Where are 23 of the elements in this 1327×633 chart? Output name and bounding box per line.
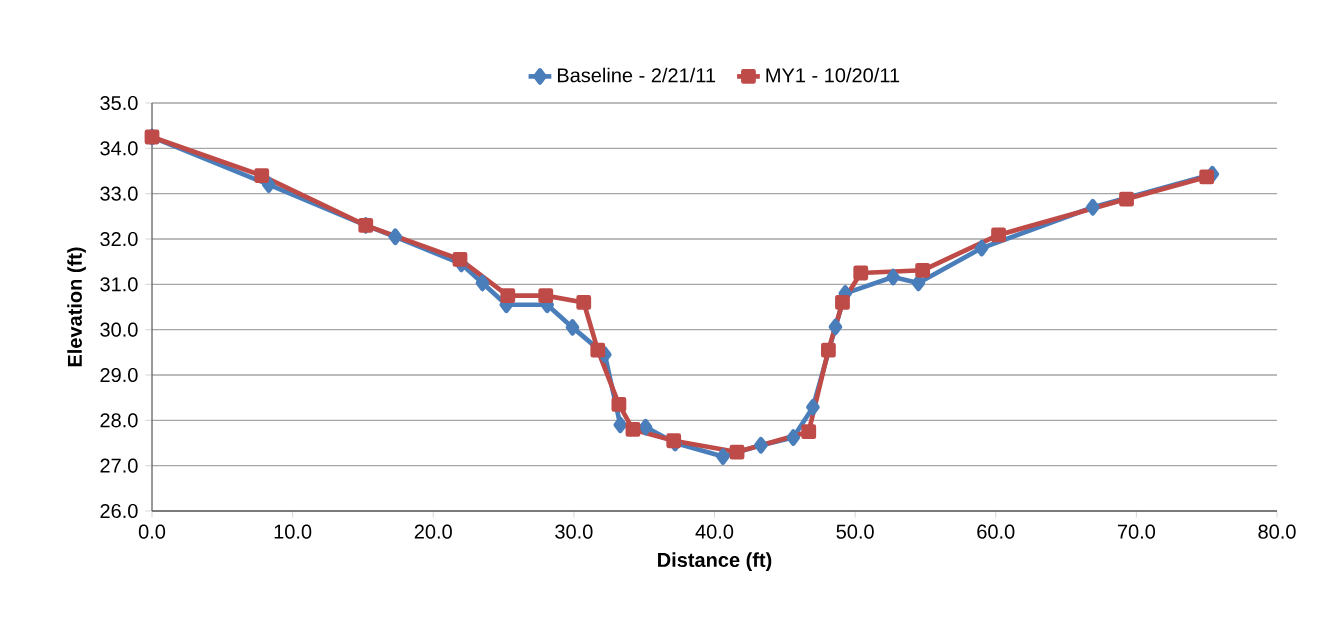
- y-tick-label: 31.0: [100, 277, 138, 292]
- legend-label: Baseline - 2/21/11: [557, 67, 716, 83]
- y-tick-label: 28.0: [100, 413, 138, 428]
- y-tick-label: 34.0: [100, 141, 138, 156]
- legend-label: MY1 - 10/20/11: [766, 67, 900, 83]
- x-tick-label: 70.0: [1117, 524, 1156, 539]
- y-tick-label: 30.0: [100, 322, 138, 337]
- y-tick-label: 33.0: [100, 186, 138, 201]
- y-axis-title: Elevation (ft): [67, 247, 86, 367]
- x-tick-label: 80.0: [1258, 524, 1296, 539]
- x-tick-label: 40.0: [695, 524, 734, 539]
- x-tick-label: 20.0: [414, 524, 452, 539]
- x-tick-label: 0.0: [138, 524, 166, 539]
- x-tick-label: 60.0: [977, 524, 1015, 539]
- x-axis-title: Distance (ft): [658, 552, 772, 571]
- x-tick-label: 50.0: [836, 524, 874, 539]
- y-tick-label: 27.0: [100, 458, 138, 473]
- x-tick-label: 10.0: [274, 524, 312, 539]
- y-tick-label: 35.0: [100, 95, 138, 111]
- y-tick-label: 26.0: [100, 503, 138, 519]
- x-tick-label: 30.0: [555, 524, 593, 539]
- y-tick-label: 32.0: [100, 231, 138, 247]
- y-tick-label: 29.0: [100, 367, 138, 383]
